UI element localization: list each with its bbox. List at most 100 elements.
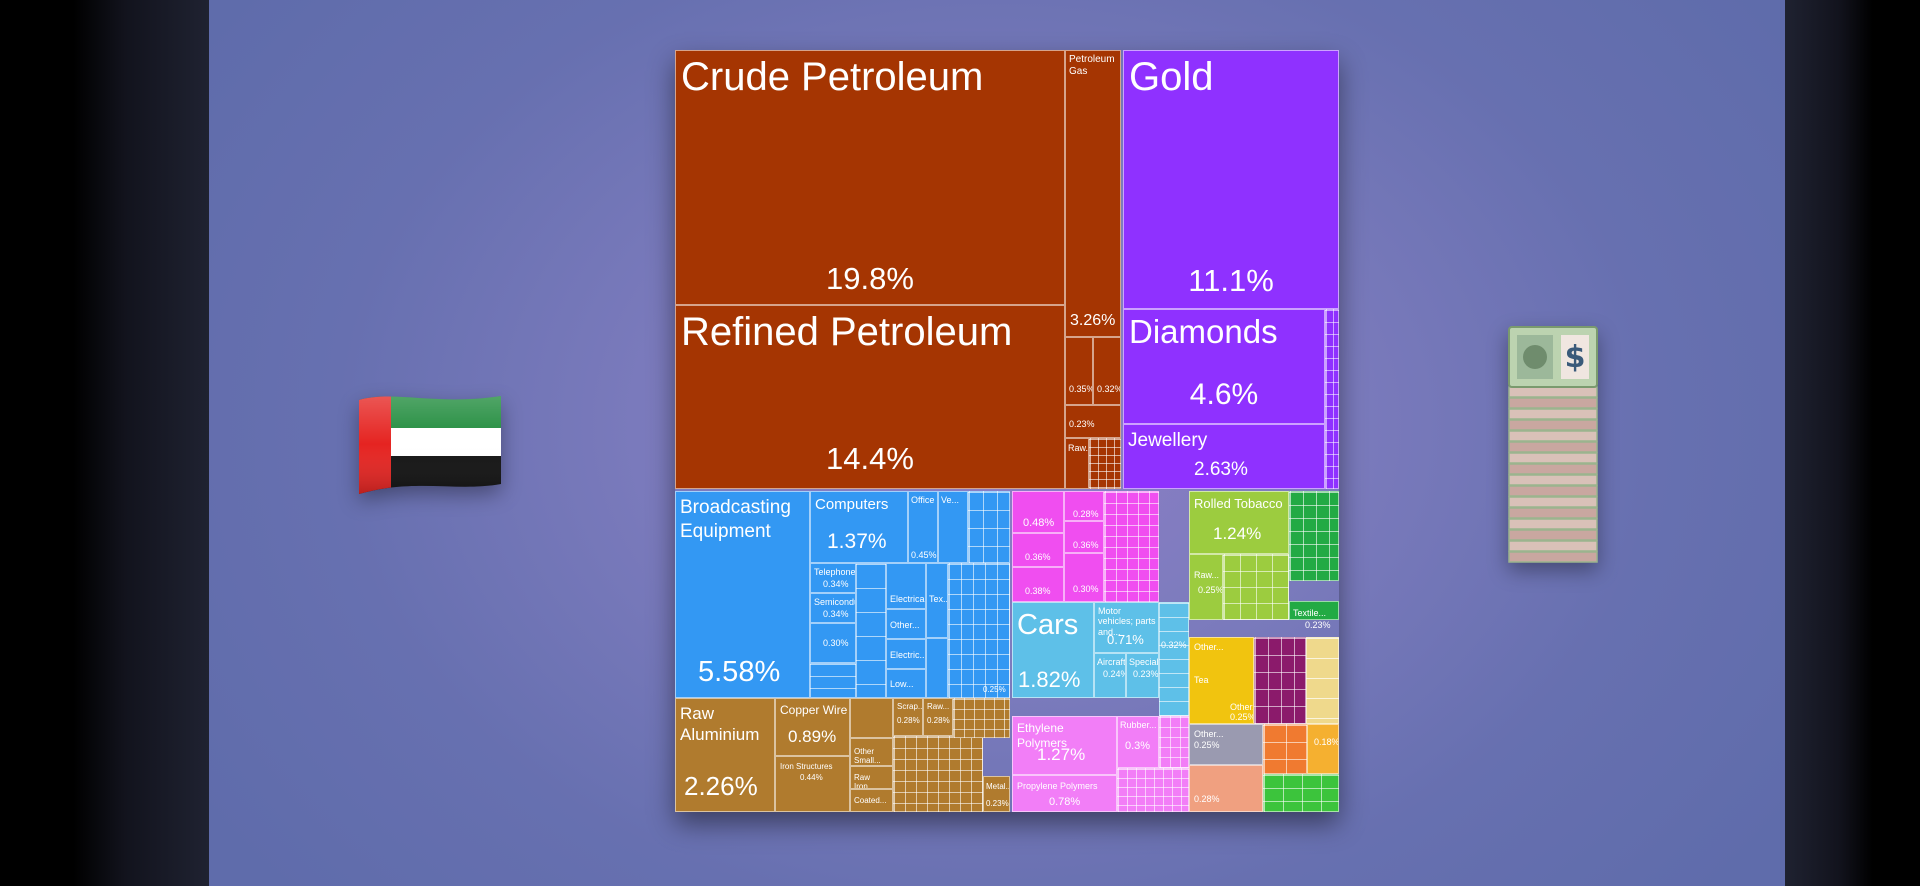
- tile-textile-grid: [1289, 491, 1339, 581]
- tile-misc-yellow: Other... Tea Other... 0.25%: [1189, 637, 1254, 724]
- bill-edge: [1508, 540, 1598, 552]
- tile-copper-wire: Copper Wire 0.89%: [775, 698, 850, 756]
- rubber-label: Rubber...: [1120, 720, 1157, 730]
- tile-food-grid: [1223, 554, 1289, 620]
- chem-e-value: 0.38%: [1025, 586, 1051, 596]
- tile-textile: [1289, 601, 1339, 620]
- misc-g-value: 0.28%: [1194, 794, 1220, 804]
- tile-comp-mid: [856, 563, 886, 698]
- crude-petroleum-label: Crude Petroleum: [681, 55, 984, 99]
- tile-jewellery: Jewellery 2.63%: [1123, 424, 1325, 489]
- other-mach-label: Other...: [890, 620, 920, 630]
- tile-telephones: Telephones 0.34%: [810, 563, 856, 593]
- tile-electric: Electric...: [886, 639, 926, 669]
- tile-chem-e: 0.38%: [1012, 567, 1064, 602]
- gold-value: 11.1%: [1188, 263, 1274, 298]
- left-letterbox: [0, 0, 209, 886]
- tile-machines-grid-a: [968, 491, 1010, 563]
- telephones-value: 0.34%: [823, 579, 849, 589]
- tile-low: Low...: [886, 669, 926, 698]
- tile-misc-salmon: 0.28%: [1189, 765, 1263, 812]
- tile-gold: Gold 11.1%: [1123, 50, 1339, 309]
- petroleum-gas-value: 3.26%: [1070, 312, 1116, 329]
- aircraft-label: Aircraft...: [1097, 657, 1126, 667]
- tile-chem-a: 0.48%: [1012, 491, 1064, 533]
- jewellery-value: 2.63%: [1194, 459, 1248, 480]
- bill-edge: [1508, 397, 1598, 409]
- raw-met-value: 0.28%: [927, 716, 950, 725]
- tile-chem-b: 0.28%: [1064, 491, 1104, 521]
- rolled-tobacco-value: 1.24%: [1213, 524, 1262, 543]
- chem-b-value: 0.28%: [1073, 509, 1099, 519]
- raw-aluminium-value: 2.26%: [684, 771, 758, 801]
- tile-misc-grey: Other... 0.25%: [1189, 724, 1263, 765]
- bill-edge: [1508, 441, 1598, 453]
- chem-f-value: 0.30%: [1073, 584, 1099, 594]
- refined-petroleum-value: 14.4%: [826, 441, 914, 476]
- iron-structures-label: Iron Structures: [780, 762, 833, 771]
- gold-label: Gold: [1129, 55, 1214, 99]
- tile-misc-beige: [1306, 637, 1339, 724]
- textile-value: 0.23%: [1305, 620, 1331, 630]
- broadcasting-equipment-value: 5.58%: [698, 656, 781, 688]
- coated-label: Coated...: [854, 796, 887, 805]
- tile-broadcasting-equipment: Broadcasting Equipment 5.58%: [675, 491, 810, 698]
- bill-edge: [1508, 474, 1598, 486]
- other-small-label: Other Small...: [854, 747, 881, 766]
- tile-cars: Cars 1.82%: [1012, 602, 1094, 698]
- tile-iron-structures: Iron Structures 0.44%: [775, 756, 850, 812]
- metal-j-value: 0.23%: [986, 799, 1009, 808]
- chem-d-value: 0.36%: [1073, 540, 1099, 550]
- tile-ve: Ve...: [938, 491, 968, 563]
- copper-wire-label: Copper Wire: [780, 703, 848, 717]
- misc-c-label: Other...: [1230, 702, 1253, 712]
- tile-metals-grid: [893, 736, 983, 812]
- ethylene-polymers-value: 1.27%: [1037, 745, 1086, 764]
- tile-pet-small-d: Raw...: [1065, 438, 1089, 489]
- bill-edge: [1508, 419, 1598, 431]
- office-value: 0.45%: [911, 550, 937, 560]
- tile-refined-petroleum: Refined Petroleum 14.4%: [675, 305, 1065, 489]
- semiconductor-value: 0.34%: [823, 609, 849, 619]
- tile-scrap: Scrap... 0.28%: [893, 698, 923, 736]
- tile-crude-petroleum: Crude Petroleum 19.8%: [675, 50, 1065, 305]
- ve-label: Ve...: [941, 495, 960, 505]
- propylene-polymers-label: Propylene Polymers: [1017, 781, 1098, 791]
- tile-pet-small-c: 0.23%: [1065, 405, 1121, 438]
- bill-edge: [1508, 485, 1598, 497]
- bill-edge: [1508, 408, 1598, 420]
- cars-value: 1.82%: [1018, 667, 1081, 692]
- tob-raw-value: 0.25%: [1198, 585, 1223, 595]
- tile-raw-iron: Raw Iron...: [850, 766, 893, 789]
- pet-small-d-label: Raw...: [1068, 443, 1089, 453]
- bill-edge: [1508, 386, 1598, 398]
- tile-semiconductor: Semiconductor 0.34%: [810, 593, 856, 623]
- tile-raw-met: Raw... 0.28%: [923, 698, 953, 736]
- office-label: Office: [911, 495, 935, 505]
- treemap-chart: Crude Petroleum 19.8% Refined Petroleum …: [675, 50, 1339, 812]
- tile-other-mach: Other...: [886, 609, 926, 639]
- misc-b-label: Tea: [1194, 675, 1209, 685]
- raw-aluminium-label: Raw Aluminium: [680, 704, 760, 745]
- tile-chem-d: 0.36%: [1064, 521, 1104, 553]
- tile-office: Office 0.45%: [908, 491, 938, 563]
- raw-met-label: Raw...: [927, 702, 950, 711]
- tile-special: Special... 0.23%: [1126, 653, 1159, 698]
- tile-motor-vehicles: Motor vehicles; parts and... 0.71%: [1094, 602, 1159, 653]
- right-letterbox: [1785, 0, 1920, 886]
- tile-transport-grid: [1159, 602, 1189, 716]
- uae-flag-icon: [359, 396, 501, 494]
- bill-edge: [1508, 551, 1598, 563]
- bill-edge: [1508, 529, 1598, 541]
- misc-e-label: Other...: [1194, 729, 1224, 739]
- iron-structures-value: 0.44%: [800, 773, 823, 782]
- tile-diamonds: Diamonds 4.6%: [1123, 309, 1325, 424]
- comp-l-value: 0.25%: [983, 685, 1006, 694]
- chem-a-value: 0.48%: [1023, 517, 1055, 529]
- crude-petroleum-value: 19.8%: [826, 261, 914, 296]
- computers-label: Computers: [815, 496, 889, 513]
- tile-pet-grid: [1089, 438, 1121, 489]
- tile-plastics-grid-2: [1159, 716, 1189, 768]
- tile-tob-raw: Raw... 0.25%: [1189, 554, 1223, 620]
- tile-aircraft: Aircraft... 0.24%: [1094, 653, 1126, 698]
